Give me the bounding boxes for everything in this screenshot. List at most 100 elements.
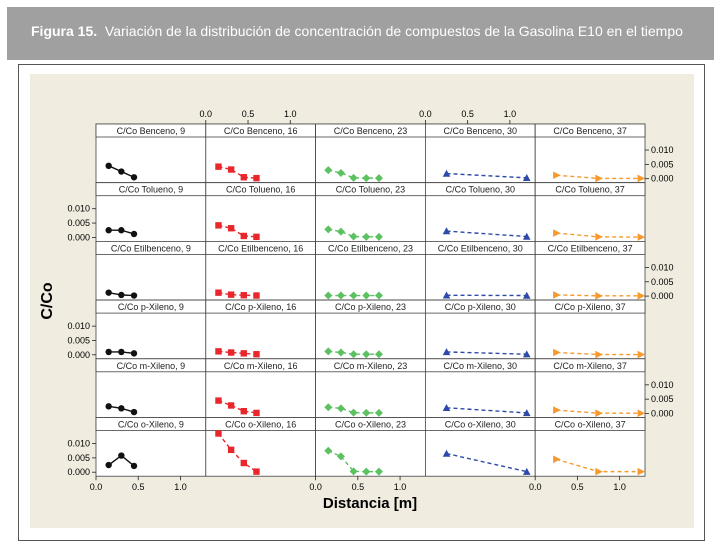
series-0-0 bbox=[105, 162, 138, 181]
data-point bbox=[595, 292, 603, 300]
data-point bbox=[349, 173, 358, 182]
x-tick-label: 1.0 bbox=[394, 482, 407, 492]
panel-header bbox=[534, 358, 646, 373]
series-line bbox=[218, 350, 257, 355]
figure-frame bbox=[18, 64, 705, 541]
series-line bbox=[446, 172, 527, 179]
data-point bbox=[105, 289, 112, 296]
panel-title: C/Co m-Xileno, 37 bbox=[553, 361, 627, 371]
panel-title: C/Co Etilbenceno, 23 bbox=[328, 243, 413, 253]
series-1-4 bbox=[553, 229, 646, 241]
series-5-0 bbox=[105, 452, 138, 470]
data-point bbox=[227, 166, 235, 173]
data-point bbox=[324, 347, 333, 356]
y-tick-label: 0.005 bbox=[67, 218, 90, 228]
data-point bbox=[118, 452, 125, 459]
panel-title: C/Co o-Xileno, 23 bbox=[335, 420, 406, 430]
data-point bbox=[637, 350, 646, 359]
x-tick-label: 0.0 bbox=[200, 109, 213, 119]
panel-title: C/Co Tolueno, 9 bbox=[119, 185, 183, 195]
data-point bbox=[595, 233, 603, 241]
series-0-4 bbox=[553, 171, 646, 183]
x-tick-label: 1.0 bbox=[284, 109, 297, 119]
data-point bbox=[227, 446, 235, 454]
data-point bbox=[118, 405, 125, 412]
panel-title: C/Co m-Xileno, 23 bbox=[334, 361, 408, 371]
data-point bbox=[349, 408, 358, 417]
data-point bbox=[118, 168, 125, 175]
figure-caption-banner: Figura 15. Variación de la distribución … bbox=[7, 7, 714, 60]
series-2-2 bbox=[324, 291, 383, 300]
panel-title: C/Co o-Xileno, 30 bbox=[445, 420, 516, 430]
data-point bbox=[130, 292, 138, 299]
series-4-4 bbox=[553, 406, 646, 418]
x-tick-label: 0.5 bbox=[242, 109, 255, 119]
data-point bbox=[637, 467, 646, 476]
data-point bbox=[349, 232, 358, 241]
data-point bbox=[637, 292, 646, 300]
series-3-1 bbox=[215, 348, 260, 358]
data-point bbox=[240, 292, 248, 299]
data-point bbox=[374, 467, 383, 476]
panel-title: C/Co Benceno, 16 bbox=[224, 126, 298, 136]
series-4-0 bbox=[105, 403, 138, 416]
panel-title: C/Co Tolueno, 37 bbox=[555, 185, 624, 195]
series-3-0 bbox=[105, 348, 138, 357]
data-point bbox=[336, 452, 345, 461]
data-point bbox=[362, 291, 371, 300]
y-tick-label: 0.005 bbox=[651, 394, 674, 404]
data-point bbox=[553, 455, 561, 464]
data-point bbox=[442, 291, 451, 299]
data-point bbox=[105, 162, 112, 169]
data-point bbox=[595, 467, 603, 476]
data-point bbox=[637, 174, 646, 183]
y-tick-label: 0.010 bbox=[651, 380, 674, 390]
data-point bbox=[240, 232, 248, 240]
data-point bbox=[362, 350, 371, 359]
panel-title: C/Co m-Xileno, 16 bbox=[224, 361, 298, 371]
data-point bbox=[442, 169, 451, 177]
series-1-0 bbox=[105, 227, 138, 238]
x-axis-label: Distancia [m] bbox=[323, 495, 417, 512]
series-5-4 bbox=[553, 455, 646, 476]
y-tick-label: 0.000 bbox=[651, 174, 674, 184]
panel-title: C/Co Benceno, 9 bbox=[117, 126, 186, 136]
data-point bbox=[553, 406, 561, 414]
panel-header bbox=[534, 123, 646, 138]
data-point bbox=[362, 408, 371, 417]
y-tick-label: 0.000 bbox=[67, 350, 90, 360]
series-4-1 bbox=[215, 397, 260, 417]
data-point bbox=[349, 291, 358, 300]
series-5-1 bbox=[215, 430, 260, 475]
series-line bbox=[328, 406, 379, 414]
series-2-0 bbox=[105, 289, 138, 299]
panel-title: C/Co Etilbenceno, 37 bbox=[548, 243, 633, 253]
panel-header bbox=[534, 417, 646, 431]
data-point bbox=[362, 232, 371, 241]
series-0-2 bbox=[324, 166, 383, 183]
panel-header bbox=[534, 182, 646, 197]
panel-title: C/Co o-Xileno, 16 bbox=[225, 420, 296, 430]
data-point bbox=[522, 174, 531, 182]
data-point bbox=[374, 408, 383, 417]
data-point bbox=[105, 461, 112, 469]
y-tick-label: 0.010 bbox=[67, 204, 90, 214]
data-point bbox=[324, 403, 333, 412]
data-point bbox=[522, 467, 531, 475]
y-tick-label: 0.000 bbox=[67, 467, 90, 477]
series-4-2 bbox=[324, 403, 383, 417]
data-point bbox=[253, 468, 260, 475]
panel-title: C/Co Benceno, 30 bbox=[444, 126, 518, 136]
panel-title: C/Co p-Xileno, 16 bbox=[225, 302, 296, 312]
data-point bbox=[105, 227, 112, 234]
data-point bbox=[130, 408, 138, 416]
x-tick-label: 1.0 bbox=[613, 482, 626, 492]
panel-title: C/Co p-Xileno, 30 bbox=[445, 302, 516, 312]
series-3-4 bbox=[553, 348, 646, 359]
y-tick-label: 0.010 bbox=[67, 321, 90, 331]
data-point bbox=[336, 227, 345, 236]
data-point bbox=[637, 233, 646, 241]
x-tick-label: 0.0 bbox=[90, 482, 103, 492]
series-line bbox=[328, 228, 379, 238]
y-axis-label: C/Co bbox=[39, 282, 56, 320]
